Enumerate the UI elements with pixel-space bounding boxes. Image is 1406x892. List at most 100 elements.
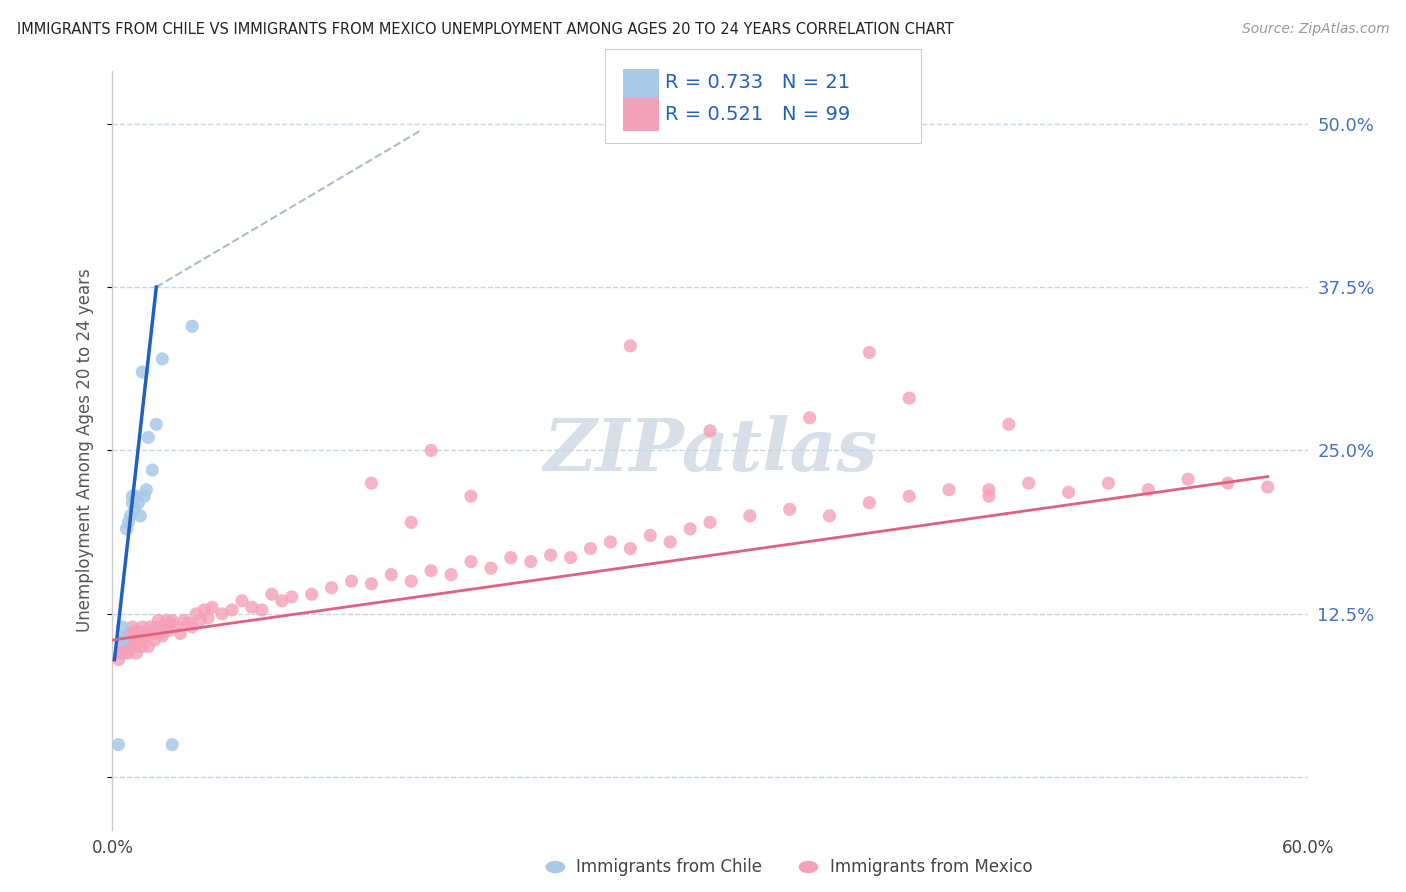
Point — [135, 624, 157, 638]
Point — [977, 489, 1000, 503]
Point — [231, 594, 253, 608]
Point — [129, 633, 152, 648]
Point — [818, 508, 841, 523]
Point — [107, 652, 129, 666]
Point — [188, 614, 211, 628]
Point — [858, 496, 880, 510]
Point — [139, 620, 162, 634]
Point — [141, 463, 163, 477]
Point — [110, 646, 132, 660]
Point — [479, 561, 502, 575]
Point — [699, 516, 721, 530]
Point — [858, 345, 880, 359]
Y-axis label: Unemployment Among Ages 20 to 24 years: Unemployment Among Ages 20 to 24 years — [76, 268, 94, 632]
Point — [360, 476, 382, 491]
Point — [440, 567, 463, 582]
Point — [141, 626, 163, 640]
Point — [460, 555, 482, 569]
Point — [134, 629, 156, 643]
Point — [155, 614, 177, 628]
Point — [401, 574, 423, 589]
Point — [1137, 483, 1160, 497]
Point — [121, 633, 143, 648]
Point — [560, 550, 582, 565]
Point — [181, 319, 204, 334]
Point — [181, 620, 204, 634]
Point — [1057, 485, 1080, 500]
Point — [115, 522, 138, 536]
Point — [115, 640, 138, 654]
Point — [114, 646, 135, 660]
Point — [619, 541, 641, 556]
Point — [197, 611, 219, 625]
Point — [111, 620, 134, 634]
Point — [153, 620, 176, 634]
Point — [401, 516, 423, 530]
Point — [131, 640, 153, 654]
Point — [162, 614, 183, 628]
Point — [107, 738, 129, 752]
Point — [143, 633, 166, 648]
Point — [127, 626, 149, 640]
Point — [186, 607, 208, 621]
Point — [159, 615, 181, 630]
Point — [260, 587, 283, 601]
Point — [131, 365, 153, 379]
Point — [420, 443, 443, 458]
Point — [124, 502, 146, 516]
Point — [1097, 476, 1119, 491]
Point — [221, 603, 243, 617]
Point — [148, 614, 170, 628]
Point — [125, 646, 148, 660]
Point — [1216, 476, 1239, 491]
Point — [150, 629, 173, 643]
Point — [211, 607, 233, 621]
Point — [173, 614, 195, 628]
Text: Source: ZipAtlas.com: Source: ZipAtlas.com — [1241, 22, 1389, 37]
Point — [131, 620, 153, 634]
Point — [640, 528, 662, 542]
Point — [138, 430, 160, 444]
Point — [679, 522, 702, 536]
Point — [125, 624, 148, 638]
Point — [380, 567, 402, 582]
Point — [138, 640, 160, 654]
Point — [579, 541, 602, 556]
Text: ZIPatlas: ZIPatlas — [543, 415, 877, 486]
Point — [1177, 472, 1199, 486]
Point — [779, 502, 801, 516]
Point — [360, 576, 382, 591]
Point — [177, 615, 200, 630]
Point — [150, 351, 173, 366]
Point — [135, 483, 157, 497]
Point — [117, 646, 139, 660]
Point — [738, 508, 761, 523]
Point — [121, 496, 143, 510]
Point — [121, 489, 143, 503]
Point — [898, 391, 921, 405]
Text: R = 0.521   N = 99: R = 0.521 N = 99 — [665, 104, 851, 124]
Point — [1018, 476, 1040, 491]
Point — [321, 581, 343, 595]
Point — [117, 626, 139, 640]
Point — [898, 489, 921, 503]
Point — [240, 600, 263, 615]
Point — [162, 738, 183, 752]
Text: Immigrants from Chile: Immigrants from Chile — [576, 858, 762, 876]
Point — [270, 594, 292, 608]
Point — [201, 600, 224, 615]
Point — [121, 620, 143, 634]
Point — [1257, 480, 1279, 494]
Point — [117, 516, 139, 530]
Point — [120, 508, 142, 523]
Point — [111, 633, 134, 648]
Point — [619, 339, 641, 353]
Text: IMMIGRANTS FROM CHILE VS IMMIGRANTS FROM MEXICO UNEMPLOYMENT AMONG AGES 20 TO 24: IMMIGRANTS FROM CHILE VS IMMIGRANTS FROM… — [17, 22, 953, 37]
Point — [659, 535, 682, 549]
Point — [111, 640, 134, 654]
Point — [165, 620, 187, 634]
Point — [193, 603, 215, 617]
Point — [124, 629, 146, 643]
Point — [520, 555, 543, 569]
Point — [149, 626, 172, 640]
